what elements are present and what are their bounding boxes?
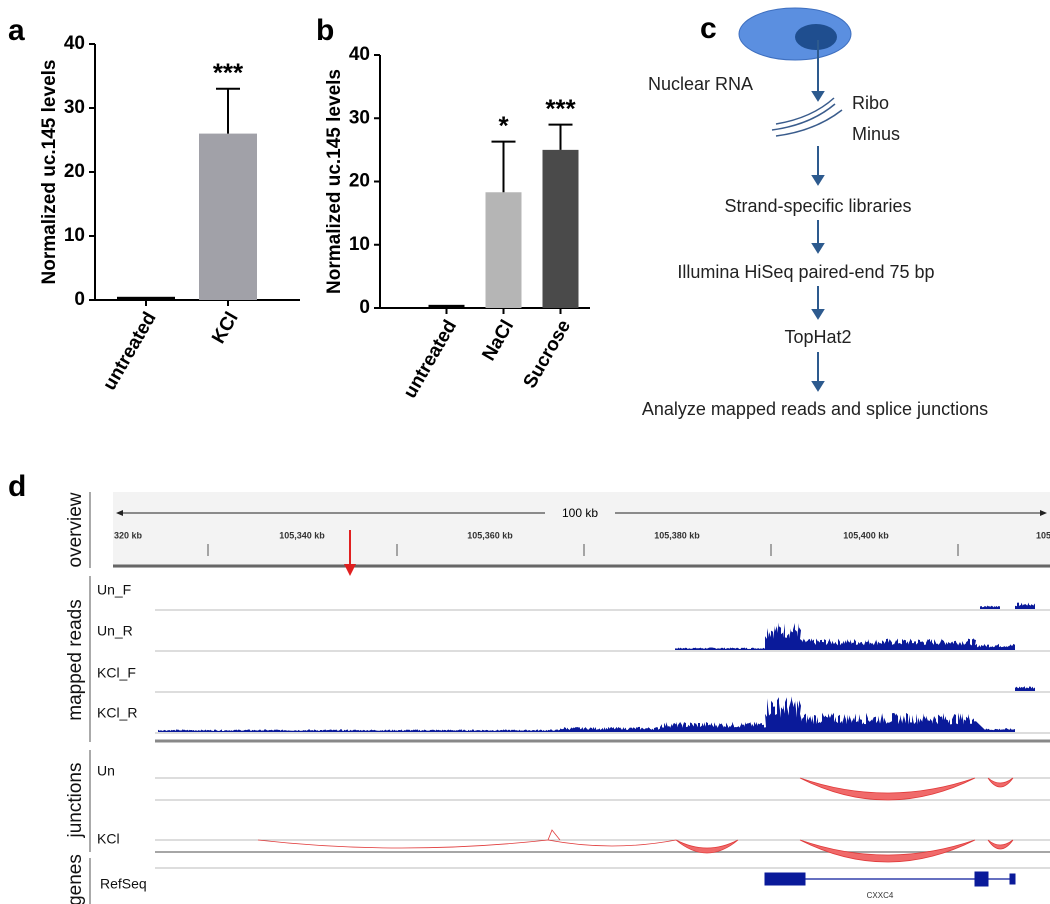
panel-letter: c <box>700 12 717 45</box>
y-tick-label: 40 <box>349 44 370 65</box>
track-label: Un <box>97 763 115 779</box>
coverage-track <box>675 622 1015 650</box>
y-tick-label: 10 <box>64 225 85 246</box>
ruler-ticks <box>207 544 959 556</box>
ruler-label: 105,340 kb <box>279 530 325 540</box>
section-label: mapped reads <box>65 599 86 720</box>
y-tick-label: 10 <box>349 234 370 255</box>
x-tick-label: untreated <box>400 317 461 402</box>
rna-strands <box>771 97 843 137</box>
track-label: KCl_R <box>97 705 137 721</box>
y-tick-label: 20 <box>64 161 85 182</box>
track-label: Un_R <box>97 623 133 639</box>
step-label: Illumina HiSeq paired-end 75 bp <box>677 262 934 282</box>
step-label: Strand-specific libraries <box>724 196 911 216</box>
panel-d: d overview mapped reads junctions genes … <box>8 470 1050 904</box>
panel-letter: a <box>8 14 25 47</box>
coverage-track <box>158 696 1015 732</box>
significance: * <box>498 111 509 141</box>
coverage-track <box>980 605 1000 609</box>
significance: *** <box>545 93 576 123</box>
panel-c: c Nuclear RNA Ribo Minus Strand-specific… <box>642 7 988 419</box>
section-label: genes <box>65 854 86 904</box>
step-label: Minus <box>852 124 900 144</box>
marker <box>344 564 356 576</box>
ruler-label: 320 kb <box>114 530 143 540</box>
x-tick-label: Sucrose <box>519 317 575 392</box>
error-bar <box>548 123 573 150</box>
bar <box>542 149 579 308</box>
section-label: overview <box>65 492 86 567</box>
ruler-label: 105,380 kb <box>654 530 700 540</box>
y-tick-label: 0 <box>359 297 370 318</box>
y-tick-label: 30 <box>64 97 85 118</box>
track-label: Un_F <box>97 582 131 598</box>
y-axis-label: Normalized uc.145 levels <box>324 69 345 294</box>
step-label: Nuclear RNA <box>648 74 753 94</box>
bar <box>117 296 175 300</box>
track-lines <box>155 609 1050 869</box>
junction-arcs <box>257 777 1014 863</box>
x-tick-label: untreated <box>99 309 160 394</box>
x-tick-label: NaCl <box>478 317 518 365</box>
significance: *** <box>213 58 244 88</box>
y-tick-label: 20 <box>349 171 370 192</box>
track-label: RefSeq <box>100 876 147 892</box>
ruler-label: 105,400 kb <box>843 530 889 540</box>
coverage-track <box>1015 602 1035 609</box>
y-tick-label: 30 <box>349 107 370 128</box>
arrows <box>811 40 825 392</box>
ruler-label: 105,4 <box>1036 530 1050 540</box>
y-tick-label: 40 <box>64 33 85 54</box>
y-tick-label: 0 <box>74 289 85 310</box>
y-axis-label: Normalized uc.145 levels <box>39 60 60 285</box>
bar <box>199 133 257 300</box>
ruler-label: 105,360 kb <box>467 530 513 540</box>
coverage <box>158 602 1035 732</box>
bar <box>485 192 522 308</box>
track-label: KCl <box>97 831 120 847</box>
track-label: KCl_F <box>97 665 136 681</box>
error-bar <box>216 87 240 134</box>
bar <box>428 304 465 308</box>
x-tick-label: KCl <box>208 309 243 348</box>
step-label: TopHat2 <box>784 327 851 347</box>
step-label: Ribo <box>852 93 889 113</box>
error-bar <box>491 140 516 193</box>
panel-letter: d <box>8 470 26 503</box>
panel-letter: b <box>316 14 334 47</box>
ruler-bg <box>113 492 1050 568</box>
coverage-track <box>1015 686 1035 691</box>
step-label: Analyze mapped reads and splice junction… <box>642 399 988 419</box>
scale-label: 100 kb <box>562 506 598 520</box>
gene-label: CXXC4 <box>867 891 894 900</box>
gene-model <box>764 871 1016 887</box>
section-label: junctions <box>65 763 86 839</box>
nucleus <box>795 24 837 50</box>
